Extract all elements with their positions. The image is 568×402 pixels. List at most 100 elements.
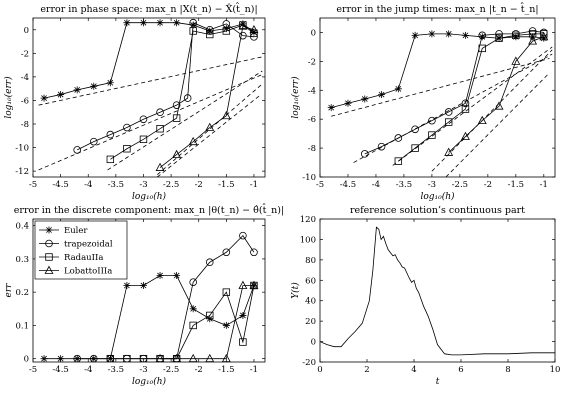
star-marker [361, 95, 369, 103]
triangle-marker [539, 31, 549, 41]
square-marker [444, 118, 453, 126]
star-marker [123, 282, 131, 290]
star-marker [394, 85, 402, 93]
circle-marker [239, 231, 247, 240]
x-tick-label: -4.5 [52, 180, 68, 190]
square-marker [478, 44, 486, 53]
y-tick-label: 0 [311, 338, 316, 348]
y-tick-label: -6 [21, 96, 29, 106]
legend-label-trapezoidal: trapezoidal [64, 240, 113, 250]
x-tick-label: -2.5 [163, 365, 179, 375]
reference-slope-line [38, 74, 263, 171]
star-marker [57, 91, 65, 99]
star-marker [540, 34, 548, 42]
x-tick-label: -1.5 [218, 180, 234, 190]
star-marker [45, 226, 53, 234]
star-marker [139, 282, 147, 290]
x-tick-label: -1.5 [508, 180, 524, 190]
reference-slope-line [353, 53, 553, 163]
circle-marker [123, 123, 131, 132]
circle-marker [73, 354, 81, 362]
chart-panel-1: -5 -4.5 -4 -3.5 -3 -2.5 -2 -1.5 -1 -12 -10 -8 -6 -4 -2… [3, 2, 266, 202]
y-tick-label: -12 [15, 167, 29, 177]
triangle-marker [444, 147, 454, 156]
circle-marker [205, 25, 214, 34]
x-tick-label: -2.5 [163, 180, 179, 190]
star-marker [139, 19, 147, 27]
star-marker [123, 19, 131, 27]
y-tick-label: 80 [305, 256, 316, 266]
circle-marker [139, 115, 148, 124]
chart-title: error in the discrete component: max_n |… [14, 203, 284, 216]
x-tick-label: -4.5 [340, 180, 356, 190]
y-axis-label: Y(t) [290, 282, 301, 299]
triangle-marker [155, 162, 165, 171]
data-layer [327, 27, 553, 177]
x-tick-label: 2 [364, 365, 369, 375]
star-marker [156, 19, 164, 27]
star-marker [445, 30, 453, 38]
square-marker [139, 135, 148, 144]
square-marker [156, 125, 164, 133]
y-tick-label: -10 [15, 144, 29, 154]
y-tick-label: -4 [21, 73, 29, 83]
circle-marker [156, 108, 164, 117]
square-marker [495, 34, 503, 42]
y-axis-label: log₁₀(err) [290, 76, 301, 119]
triangle-marker [172, 149, 182, 159]
star-marker [40, 355, 48, 362]
chart-panel-2: -5 -4.5 -4 -3.5 -3 -2.5 -2 -1.5 -1 -10 -8 -6 -4 -2 0 er… [290, 2, 556, 202]
triangle-marker [249, 280, 259, 289]
legend-label-euler: Euler [64, 226, 88, 236]
circle-marker [106, 130, 115, 139]
triangle-marker [205, 122, 215, 131]
square-marker [189, 27, 197, 35]
series-line-y [320, 226, 555, 356]
triangle-marker [238, 21, 248, 30]
x-tick-label: -5 [29, 365, 37, 375]
x-tick-label: -4 [84, 180, 92, 190]
y-tick-label: -8 [308, 144, 316, 154]
reference-slope-line [157, 95, 260, 177]
circle-marker [250, 248, 258, 257]
series-line-lobattoiiia [160, 285, 254, 360]
square-marker [461, 105, 470, 113]
triangle-marker [461, 131, 470, 140]
x-tick-label: 10 [550, 365, 561, 375]
triangle-marker [155, 353, 165, 362]
circle-marker [183, 94, 192, 102]
series-line-radauiia [398, 33, 544, 162]
star-marker [57, 355, 65, 362]
star-marker [411, 31, 419, 39]
circle-marker [189, 278, 197, 286]
x-tick-label: -1 [250, 180, 258, 190]
y-tick-label: 40 [305, 297, 316, 307]
x-tick-label: -3 [428, 180, 436, 190]
reference-slope-line [38, 56, 263, 106]
square-marker [222, 288, 231, 296]
circle-marker [428, 116, 436, 125]
legend-label-radauiia: RadauIIa [64, 253, 103, 263]
square-marker [239, 338, 247, 346]
y-tick-label: -8 [21, 120, 29, 130]
x-tick-label: 0 [317, 365, 322, 375]
triangle-marker [188, 136, 198, 146]
triangle-marker [221, 110, 231, 120]
star-marker [239, 311, 247, 319]
star-marker [428, 30, 436, 38]
x-tick-label: -3 [139, 365, 147, 375]
y-axis-label: log₁₀(err) [3, 76, 14, 119]
star-marker [512, 33, 520, 41]
data-layer [320, 226, 555, 356]
star-marker [73, 86, 81, 94]
y-tick-label: 0.4 [15, 222, 29, 232]
x-tick-label: -5 [29, 180, 37, 190]
circle-marker [495, 30, 503, 38]
x-axis-label: log₁₀(h) [132, 376, 167, 387]
chart-title: reference solution’s continuous part [350, 205, 525, 216]
y-tick-label: 20 [305, 317, 316, 327]
star-marker [40, 94, 48, 102]
legend-label-lobattoiiia: LobattoIIIa [64, 267, 112, 277]
reference-slope-line [445, 72, 550, 177]
